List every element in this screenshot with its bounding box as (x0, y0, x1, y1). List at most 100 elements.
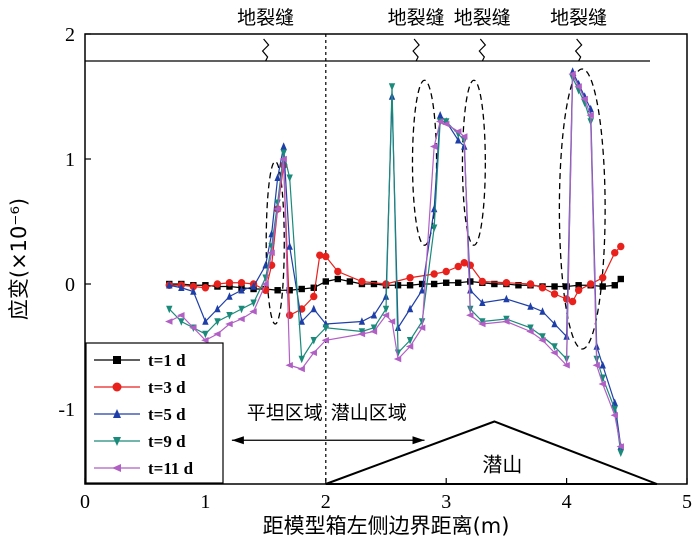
series-line (168, 77, 622, 453)
data-point (112, 382, 122, 392)
legend-entry: t=5 d (94, 405, 186, 424)
data-point (238, 305, 245, 314)
data-point (369, 328, 378, 335)
buried-hill-region-label: 潜山区域 (331, 402, 407, 424)
y-tick-label: 0 (65, 274, 75, 296)
data-point (370, 280, 378, 288)
data-point (526, 280, 535, 288)
data-point (406, 282, 414, 289)
series-group (165, 67, 625, 457)
data-point (502, 318, 510, 325)
data-point (274, 173, 281, 181)
data-point (273, 205, 281, 213)
data-point (274, 287, 281, 294)
data-point (309, 349, 317, 356)
data-point (617, 449, 624, 457)
data-point (201, 284, 210, 292)
data-point (226, 292, 233, 300)
data-point (274, 199, 281, 207)
data-point (503, 294, 510, 303)
data-point (580, 95, 588, 103)
data-point (112, 464, 121, 472)
data-point (189, 282, 198, 291)
ground-crack-marker: 地裂缝 (237, 7, 294, 62)
data-point (237, 279, 246, 287)
data-point (430, 280, 438, 288)
data-point (563, 283, 570, 290)
crack-zone-ellipse (265, 160, 285, 325)
buried-hill-shape (325, 420, 658, 485)
data-point (466, 312, 474, 319)
ground-crack-marker: 地裂缝 (388, 7, 445, 62)
legend-label: t=3 d (148, 378, 186, 397)
buried-hill-label: 潜山 (482, 453, 522, 477)
data-point (568, 297, 577, 306)
data-point (417, 324, 426, 331)
flat-region-label: 平坦区域 (247, 402, 323, 424)
data-point (479, 298, 486, 306)
legend-label: t=1 d (148, 351, 186, 370)
data-point (454, 262, 462, 271)
data-point (357, 330, 366, 338)
legend-box (85, 342, 224, 484)
data-point (177, 312, 185, 319)
data-point (502, 279, 511, 287)
data-point (202, 330, 209, 339)
data-point (538, 337, 546, 344)
legend-entry: t=9 d (94, 432, 186, 451)
data-point (280, 142, 287, 150)
data-point (310, 337, 317, 345)
data-point (435, 118, 444, 125)
crack-zone-ellipse (558, 68, 606, 350)
data-point (539, 333, 546, 341)
data-point (586, 112, 594, 119)
ground-crack-zigzag (412, 38, 420, 62)
data-point (213, 280, 222, 288)
data-point (599, 374, 606, 382)
data-point (370, 311, 378, 319)
series-line (169, 73, 622, 447)
data-point (190, 287, 197, 295)
ground-crack-markers: 地裂缝 地裂缝 地裂缝 地裂缝 (237, 7, 607, 62)
data-point (430, 224, 438, 232)
data-point (527, 324, 534, 332)
data-point (316, 251, 324, 259)
data-point (592, 362, 600, 369)
ground-crack-label: 地裂缝 (454, 7, 511, 29)
data-point (467, 286, 474, 294)
ground-crack-marker: 地裂缝 (550, 7, 607, 62)
y-tick-label: 2 (65, 24, 75, 46)
data-point (370, 324, 378, 332)
ground-crack-zigzag (478, 38, 487, 62)
data-point (455, 136, 462, 144)
legend-entry: t=1 d (94, 351, 186, 370)
data-point (406, 274, 414, 282)
legend-entry: t=3 d (94, 378, 186, 397)
data-point (225, 320, 233, 328)
data-point (616, 443, 624, 450)
data-point (286, 174, 293, 182)
data-point (442, 267, 450, 276)
data-point (178, 318, 185, 326)
data-point (214, 318, 221, 326)
data-point (249, 308, 257, 315)
data-point (460, 133, 468, 140)
data-point (226, 312, 233, 320)
data-point (418, 280, 426, 288)
legend-label: t=11 d (148, 459, 194, 478)
data-point (466, 261, 474, 269)
data-point (460, 259, 468, 267)
data-point (225, 279, 234, 287)
x-tick-label: 5 (682, 491, 692, 513)
data-point (515, 282, 522, 289)
data-point (322, 252, 330, 261)
data-point (454, 128, 462, 135)
data-point (406, 337, 414, 345)
data-point (611, 405, 618, 414)
data-point (226, 283, 233, 290)
crack-zone-ellipses (265, 68, 606, 350)
data-point (310, 292, 318, 301)
data-point (358, 317, 366, 325)
data-point (478, 277, 487, 286)
data-point (201, 337, 209, 344)
